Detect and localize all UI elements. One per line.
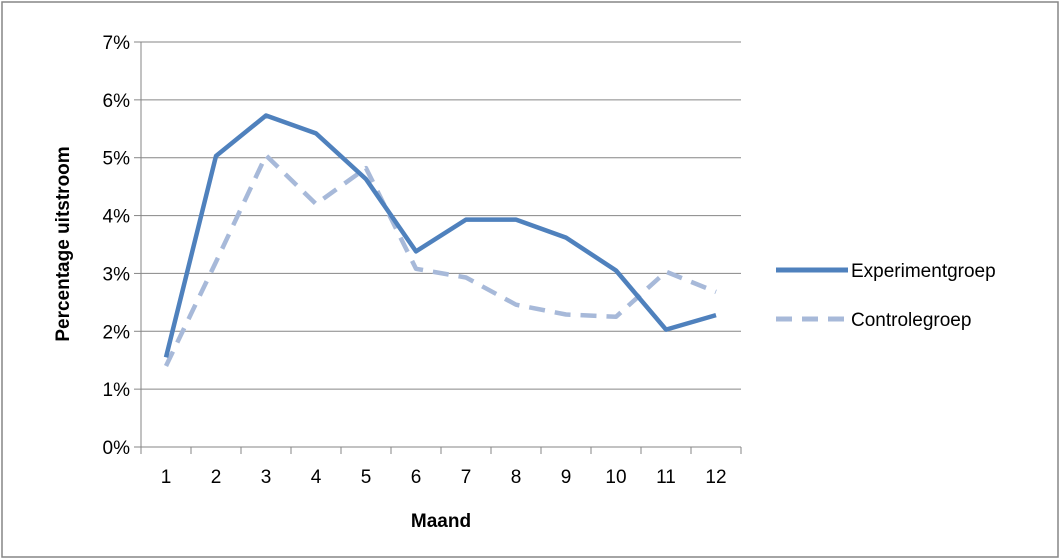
x-tick-label-4: 4 xyxy=(311,467,322,488)
x-tick-label-10: 10 xyxy=(605,467,626,488)
y-tick-label: 2% xyxy=(103,322,131,343)
legend-label-experimentgroep: Experimentgroep xyxy=(851,261,996,282)
axes xyxy=(134,41,742,454)
y-tick-label: 6% xyxy=(103,91,131,112)
y-tick-labels: 0% 1% 2% 3% 4% 5% 6% 7% xyxy=(103,33,131,459)
gridlines xyxy=(141,41,741,390)
x-tick-label-3: 3 xyxy=(261,467,272,488)
x-tick-label-11: 11 xyxy=(656,467,676,488)
series-lines xyxy=(163,113,717,367)
y-tick-label: 4% xyxy=(103,207,131,228)
y-tick-label: 5% xyxy=(103,149,131,170)
x-tick-label-12: 12 xyxy=(705,467,726,488)
x-tick-label-8: 8 xyxy=(511,467,522,488)
legend-label-controlegroep: Controlegroep xyxy=(851,310,971,331)
series-line-experimentgroep xyxy=(163,113,717,358)
x-tick-label-1: 1 xyxy=(161,467,172,488)
x-tick-label-7: 7 xyxy=(461,467,472,488)
y-tick-label: 0% xyxy=(103,438,131,459)
series-line-controlegroep xyxy=(163,153,717,367)
x-tick-label-5: 5 xyxy=(361,467,372,488)
x-tick-label-2: 2 xyxy=(211,467,222,488)
x-tick-labels: 1 2 3 4 5 6 7 8 9 10 11 12 xyxy=(161,467,727,488)
y-axis-title: Percentage uitstroom xyxy=(53,146,74,341)
y-tick-label: 1% xyxy=(103,380,131,401)
y-tick-label: 3% xyxy=(103,264,131,285)
x-tick-label-6: 6 xyxy=(411,467,422,488)
x-tick-label-9: 9 xyxy=(561,467,572,488)
legend: Experimentgroep Controlegroep xyxy=(776,261,996,331)
x-axis-title: Maand xyxy=(411,511,471,532)
y-tick-label: 7% xyxy=(103,33,131,54)
